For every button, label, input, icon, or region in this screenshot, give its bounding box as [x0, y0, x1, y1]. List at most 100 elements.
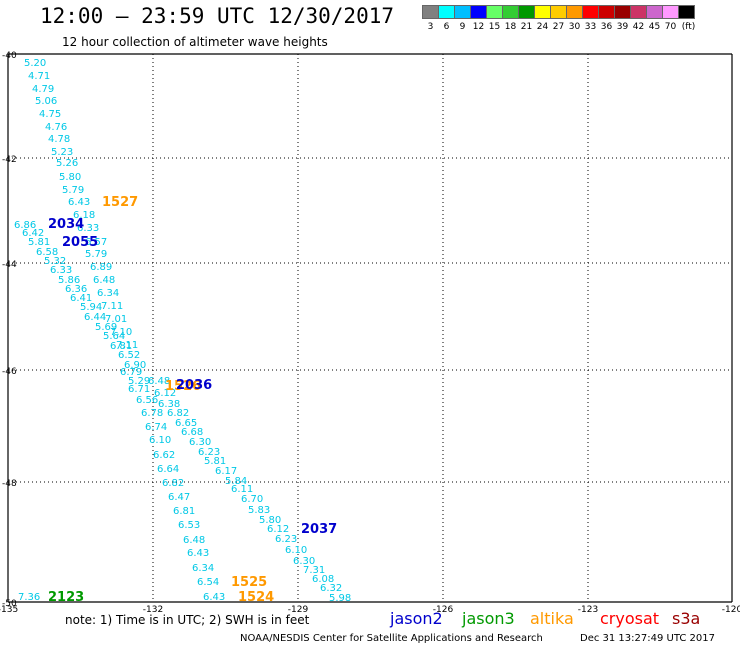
wave-height-label: 6.43 [187, 548, 209, 559]
wave-height-labels: 5.20 4.71 4.795.06 4.75 4.764.78 5.235.26 5.80… [14, 58, 351, 604]
wave-height-label: 5.81 [28, 237, 50, 248]
wave-height-label: 6.23 [275, 534, 297, 545]
wave-height-label: 6.54 [197, 577, 219, 588]
wave-height-label: 6.41 [70, 293, 92, 304]
y-tick-label: -46 [2, 367, 17, 377]
color-scale-labels: 3 6 9 12 15 18 21 24 27 30 33 36 39 42 45 70 (ft) [422, 22, 740, 34]
wave-height-label: 5.26 [56, 158, 78, 169]
wave-height-label: 6.12 [267, 524, 289, 535]
wave-height-label: 6.71 [128, 384, 150, 395]
wave-height-label: 6.53 [178, 520, 200, 531]
wave-height-label: 6.11 [231, 484, 253, 495]
pass-time-label: 1526 [165, 379, 201, 394]
scale-label: 3 [427, 22, 434, 32]
wave-height-label: 7.01 [105, 314, 127, 325]
wave-height-label: 6.48 [183, 535, 205, 546]
x-tick-label: -129 [288, 605, 309, 615]
wave-height-label: 4.75 [39, 109, 61, 120]
wave-height-label: 6.34 [192, 563, 214, 574]
satellite-legend-item: cryosat [600, 609, 660, 628]
wave-height-label: 5.06 [35, 96, 57, 107]
wave-height-label: 6.38 [158, 399, 180, 410]
wave-height-label: 6.32 [320, 583, 342, 594]
wave-height-label: 6.12 [154, 388, 176, 399]
satellite-legend-item: s3a [672, 609, 701, 628]
x-tick-label: -132 [143, 605, 163, 615]
pass-time-label: 2036 [176, 378, 212, 393]
wave-height-label: 5.64 [103, 331, 125, 342]
timestamp: Dec 31 13:27:49 UTC 2017 [580, 633, 715, 644]
pass-time-label: 2034 [48, 217, 84, 232]
wave-height-label: 5.98 [329, 593, 351, 604]
wave-height-label: 5.94 [80, 302, 102, 313]
color-scale [422, 5, 695, 19]
pass-time-label: 2055 [62, 235, 98, 250]
wave-height-label: 6.64 [157, 464, 179, 475]
x-tick-label: -126 [433, 605, 454, 615]
wave-height-label: 7.11 [101, 301, 123, 312]
satellite-legend-item: altika [530, 609, 574, 628]
wave-height-label: 6.10 [285, 545, 307, 556]
credit-text: NOAA/NESDIS Center for Satellite Applica… [240, 633, 543, 644]
wave-height-label: 5.80 [259, 515, 281, 526]
wave-height-label: 5.32 [44, 256, 66, 267]
scale-label: 70 [664, 22, 677, 32]
wave-height-label: 6.23 [198, 447, 220, 458]
wave-height-label: 6.52 [118, 350, 140, 361]
wave-height-label: 5.86 [58, 275, 80, 286]
wave-height-label: 5.79 [62, 185, 84, 196]
wave-height-label: 6.90 [124, 360, 146, 371]
wave-height-label: 6.81 [110, 341, 132, 352]
scale-swatch [678, 5, 695, 19]
scale-label: 9 [459, 22, 466, 32]
scale-label: 30 [568, 22, 581, 32]
scale-label: 12 [472, 22, 485, 32]
wave-height-label: 5.23 [51, 147, 73, 158]
wave-height-label: 6.82 [167, 408, 189, 419]
map-grid [7, 53, 733, 603]
wave-height-label: 6.79 [120, 367, 142, 378]
scale-label: 6 [443, 22, 450, 32]
wave-height-label: 6.36 [65, 284, 87, 295]
pass-time-label: 1527 [102, 195, 138, 210]
wave-height-label: 7.10 [110, 327, 132, 338]
wave-height-label: 6.10 [149, 435, 171, 446]
wave-height-label: 6.34 [97, 288, 119, 299]
scale-label: 33 [584, 22, 597, 32]
wave-height-label: 7.36 [18, 592, 40, 603]
wave-height-label: 6.33 [77, 223, 99, 234]
wave-height-label: 6.74 [145, 422, 167, 433]
axis-tick-labels: -135 -132 -129 -126 -123 -120 -40 -42 -44 -46 -48 -… [0, 51, 740, 615]
scale-label: 27 [552, 22, 565, 32]
wave-height-label: 7.31 [303, 565, 325, 576]
wave-height-label: 5.84 [225, 476, 247, 487]
scale-label: (ft) [681, 22, 696, 32]
wave-height-label: 6.78 [141, 408, 163, 419]
page-subtitle: 12 hour collection of altimeter wave hei… [62, 35, 328, 49]
wave-height-label: 6.65 [175, 418, 197, 429]
footer-note: note: 1) Time is in UTC; 2) SWH is in fe… [65, 613, 310, 627]
wave-height-label: 6.08 [312, 574, 334, 585]
wave-height-label: 4.76 [45, 122, 67, 133]
wave-height-label: 5.29 [128, 376, 150, 387]
wave-height-label: 6.18 [73, 210, 95, 221]
scale-label: 36 [600, 22, 613, 32]
wave-height-label: 5.83 [248, 505, 270, 516]
wave-height-label: 6.44 [84, 312, 106, 323]
wave-height-label: 6.48 [93, 275, 115, 286]
wave-height-label: 6.62 [153, 450, 175, 461]
wave-height-label: 5.80 [59, 172, 81, 183]
y-tick-label: -44 [2, 260, 17, 270]
wave-height-label: 6.48 [148, 376, 170, 387]
pass-time-label: 2037 [301, 522, 337, 537]
wave-height-label: 5.79 [85, 249, 107, 260]
wave-height-label: 6.89 [90, 262, 112, 273]
page-title: 12:00 — 23:59 UTC 12/30/2017 [40, 4, 395, 28]
wave-height-label: 4.79 [32, 84, 54, 95]
scale-label: 42 [632, 22, 645, 32]
pass-time-label: 1525 [231, 575, 267, 590]
wave-height-label: 6.47 [168, 492, 190, 503]
scale-label: 24 [536, 22, 549, 32]
